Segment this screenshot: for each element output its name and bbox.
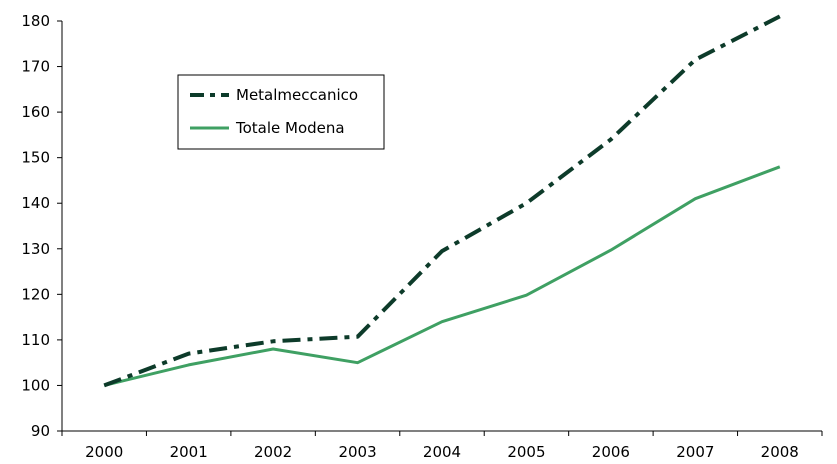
y-axis-ticks: 90 100 110 120 130 140 150 160 170 180 — [21, 12, 62, 440]
y-tick-label: 110 — [21, 331, 50, 349]
y-tick-label: 130 — [21, 240, 50, 258]
x-axis-ticks: 2000 2001 2002 2003 2004 2005 2006 2007 2008 — [61, 431, 823, 461]
y-tick-label: 90 — [31, 422, 50, 440]
x-tick-label: 2003 — [338, 443, 376, 461]
y-tick-label: 170 — [21, 58, 50, 76]
x-tick-label: 2008 — [761, 443, 799, 461]
y-tick-label: 150 — [21, 149, 50, 167]
x-tick-label: 2004 — [423, 443, 461, 461]
y-tick-label: 100 — [21, 376, 50, 394]
legend-label-totale-modena: Totale Modena — [235, 119, 345, 137]
x-tick-label: 2001 — [170, 443, 208, 461]
series-line-metalmeccanico — [103, 14, 781, 388]
x-tick-label: 2000 — [85, 443, 123, 461]
series-line-totale-modena — [103, 165, 781, 387]
x-tick-label: 2007 — [676, 443, 714, 461]
y-tick-label: 160 — [21, 103, 50, 121]
x-tick-label: 2005 — [507, 443, 545, 461]
legend-label-metalmeccanico: Metalmeccanico — [236, 86, 358, 104]
x-tick-label: 2006 — [592, 443, 630, 461]
legend-box — [177, 74, 385, 150]
axes — [61, 21, 822, 432]
y-tick-label: 140 — [21, 194, 50, 212]
series-layer — [103, 14, 781, 388]
y-tick-label: 180 — [21, 12, 50, 30]
legend: Metalmeccanico Totale Modena — [177, 74, 385, 150]
y-tick-label: 120 — [21, 285, 50, 303]
x-tick-label: 2002 — [254, 443, 292, 461]
